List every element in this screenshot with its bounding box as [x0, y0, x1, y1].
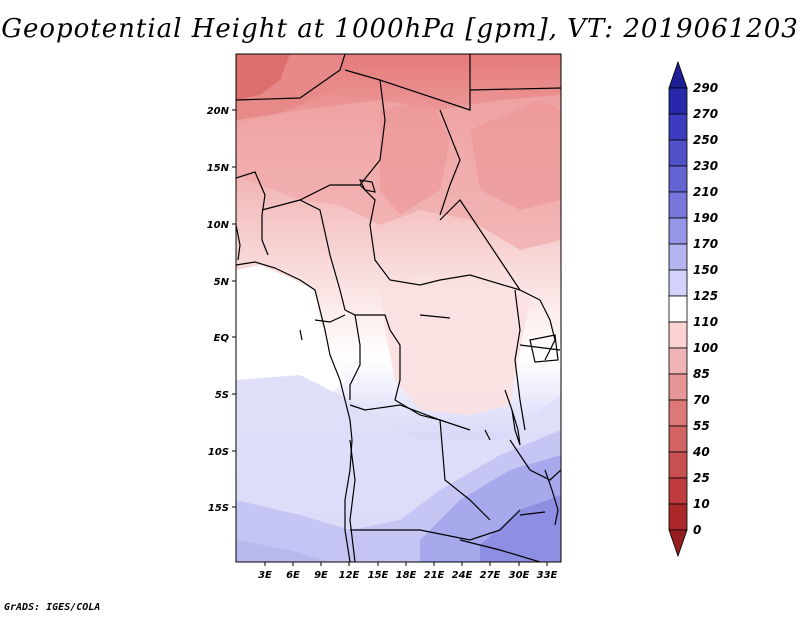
- colorbar-swatch: [668, 321, 688, 349]
- ocean-110: [236, 265, 345, 395]
- lon-label: 12E: [339, 570, 360, 581]
- colorbar-label: 0: [693, 523, 701, 537]
- lon-label: 33E: [537, 570, 558, 581]
- credit-label: GrADS: IGES/COLA: [4, 602, 101, 613]
- colorbar-swatch: [668, 347, 688, 375]
- colorbar-swatch: [668, 425, 688, 453]
- colorbar-label: 110: [693, 315, 718, 329]
- colorbar-swatch: [668, 269, 688, 297]
- lat-label: 10N: [207, 220, 230, 231]
- contour-190-southeast: [480, 495, 561, 562]
- plot-frame: [235, 53, 562, 563]
- country-borders: [236, 54, 561, 562]
- lat-label: EQ: [214, 333, 230, 344]
- colorbar-label: 230: [693, 159, 718, 173]
- colorbar-swatch: [668, 191, 688, 219]
- lon-axis: [264, 562, 548, 566]
- colorbar-swatch: [668, 165, 688, 193]
- lat-label: 15S: [208, 503, 229, 514]
- colorbar-swatch: [668, 477, 688, 505]
- lat-label: 15N: [207, 163, 230, 174]
- colorbar-label: 170: [693, 237, 718, 251]
- colorbar-label: 290: [693, 81, 718, 95]
- colorbar-swatch: [668, 113, 688, 141]
- colorbar-bottom-arrow: [668, 529, 688, 558]
- lon-label: 30E: [509, 570, 530, 581]
- colorbar-swatch: [668, 243, 688, 271]
- lon-label: 27E: [480, 570, 501, 581]
- colorbar-swatch: [668, 87, 688, 115]
- colorbar-swatch: [668, 451, 688, 479]
- colorbar-label: 70: [693, 393, 710, 407]
- colorbar-label: 190: [693, 211, 718, 225]
- lon-label: 3E: [258, 570, 272, 581]
- colorbar-swatch: [668, 295, 688, 323]
- colorbar-label: 210: [693, 185, 718, 199]
- map-plot-area: [236, 54, 561, 562]
- colorbar-top-arrow: [668, 60, 688, 89]
- colorbar-label: 100: [693, 341, 718, 355]
- colorbar-swatch: [668, 503, 688, 531]
- colorbar-label: 250: [693, 133, 718, 147]
- map-title: Geopotential Height at 1000hPa [gpm], VT…: [1, 14, 799, 44]
- lon-label: 15E: [368, 570, 389, 581]
- lat-axis: [232, 109, 236, 508]
- colorbar-label: 10: [693, 497, 710, 511]
- colorbar-swatch: [668, 373, 688, 401]
- lon-label: 6E: [286, 570, 300, 581]
- colorbar: 2902702502302101901701501251101008570554…: [668, 60, 718, 558]
- lat-label: 5N: [214, 277, 230, 288]
- colorbar-swatch: [668, 217, 688, 245]
- lon-label: 18E: [396, 570, 417, 581]
- lat-label: 10S: [208, 447, 229, 458]
- lon-label: 24E: [452, 570, 473, 581]
- colorbar-label: 270: [693, 107, 718, 121]
- colorbar-swatch: [668, 399, 688, 427]
- colorbar-label: 40: [692, 445, 710, 459]
- colorbar-label: 55: [693, 419, 710, 433]
- lat-label: 5S: [215, 390, 229, 401]
- coastline: [236, 224, 353, 562]
- contour-150-southwest: [236, 540, 330, 562]
- contour-70-chad: [380, 100, 450, 215]
- colorbar-label: 125: [693, 289, 718, 303]
- lat-label: 20N: [207, 106, 230, 117]
- contour-100-congo: [380, 275, 530, 415]
- contour-70-sudan: [470, 100, 561, 210]
- colorbar-label: 25: [693, 471, 710, 485]
- colorbar-label: 85: [693, 367, 710, 381]
- lon-label: 9E: [314, 570, 328, 581]
- lon-label: 21E: [424, 570, 445, 581]
- colorbar-swatch: [668, 139, 688, 167]
- contour-55-northwest: [236, 54, 290, 100]
- colorbar-label: 150: [693, 263, 718, 277]
- lakes: [358, 179, 559, 526]
